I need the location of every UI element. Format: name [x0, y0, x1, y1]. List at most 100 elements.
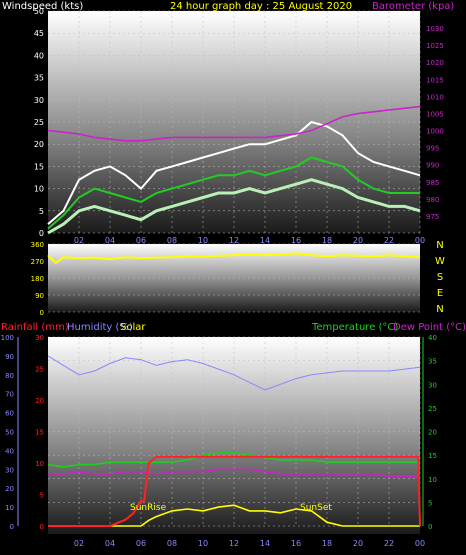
temperature-line: [47, 451, 420, 468]
barometer-tick-label: 1000: [426, 128, 444, 136]
wind-avg-line: [47, 156, 420, 230]
wind-tick-label: 30: [34, 96, 44, 105]
temperature-tick-label: 30: [428, 381, 437, 389]
climate-x-tick-label: 00: [415, 539, 425, 548]
wind-x-tick-label: 18: [322, 236, 332, 245]
temperature-tick-label: 35: [428, 358, 437, 366]
temperature-axis-title: Temperature (°C): [311, 322, 398, 333]
wind-gust-line: [47, 120, 421, 225]
wind-x-tick-label: 14: [260, 236, 270, 245]
barometer-tick-label: 1020: [426, 59, 444, 67]
wind-x-tick-label: 08: [167, 236, 177, 245]
wind-x-tick-label: 16: [291, 236, 301, 245]
rainfall-tick-label: 5: [40, 492, 44, 500]
humidity-tick-label: 30: [5, 466, 14, 474]
humidity-tick-label: 60: [5, 410, 14, 418]
dewpoint-line: [48, 468, 420, 478]
wind-tick-label: 45: [34, 29, 44, 38]
rainfall-tick-label: 0: [40, 523, 44, 531]
humidity-tick-label: 20: [5, 485, 14, 493]
compass-label: E: [437, 288, 443, 299]
rainfall-tick-label: 15: [35, 429, 44, 437]
wind-tick-label: 20: [34, 140, 44, 149]
rainfall-axis-title: Rainfall (mm): [1, 322, 69, 333]
climate-x-tick-label: 08: [167, 539, 177, 548]
temperature-tick-label: 25: [428, 405, 437, 413]
climate-x-tick-label: 10: [198, 539, 208, 548]
wind-x-tick-label: 00: [415, 236, 425, 245]
barometer-tick-label: 1005: [426, 110, 444, 118]
humidity-tick-label: 90: [5, 353, 14, 361]
rainfall-tick-label: 10: [35, 460, 44, 468]
temperature-tick-label: 10: [428, 476, 437, 484]
wind-tick-label: 40: [34, 51, 44, 60]
wind-tick-label: 15: [34, 162, 44, 171]
wind-tick-label: 10: [34, 185, 44, 194]
barometer-axis-title: Barometer (kpa): [372, 1, 454, 12]
barometer-tick-label: 995: [426, 145, 439, 153]
wind-x-tick-label: 04: [105, 236, 115, 245]
wind-x-tick-label: 12: [229, 236, 239, 245]
direction-tick-label: 0: [40, 309, 44, 317]
sunset-label: SunSet: [300, 503, 332, 513]
wind-tick-label: 25: [34, 118, 44, 127]
solar-axis-title: Solar: [120, 322, 146, 333]
barometer-tick-label: 980: [426, 196, 439, 204]
humidity-tick-label: 0: [10, 523, 14, 531]
wind-tick-label: 35: [34, 74, 44, 83]
humidity-tick-label: 50: [5, 429, 14, 437]
climate-x-tick-label: 06: [136, 539, 146, 548]
humidity-line: [47, 355, 421, 391]
climate-x-tick-label: 20: [353, 539, 363, 548]
climate-x-tick-label: 16: [291, 539, 301, 548]
wind-axis-title: Windspeed (kts): [2, 1, 83, 12]
wind-tick-label: 5: [39, 207, 44, 216]
temperature-tick-label: 40: [428, 334, 437, 342]
wind-x-tick-label: 02: [74, 236, 84, 245]
humidity-axis-title: Humidity (%): [67, 322, 133, 333]
climate-panel-background: [48, 337, 420, 534]
rainfall-line: [48, 455, 421, 527]
wind-tick-label: 0: [39, 229, 44, 238]
compass-label: S: [437, 272, 443, 283]
humidity-tick-label: 40: [5, 447, 14, 455]
barometer-line: [47, 105, 421, 142]
climate-x-tick-label: 14: [260, 539, 270, 548]
rainfall-tick-label: 30: [35, 334, 44, 342]
wind-min-line: [47, 178, 421, 235]
direction-tick-label: 90: [35, 292, 44, 300]
rainfall-tick-label: 25: [35, 366, 44, 374]
temperature-tick-label: 15: [428, 452, 437, 460]
climate-x-tick-label: 04: [105, 539, 115, 548]
dewpoint-axis-title: Dew Point (°C): [393, 322, 466, 333]
temperature-tick-label: 0: [428, 523, 432, 531]
wind-x-tick-label: 22: [384, 236, 394, 245]
humidity-tick-label: 80: [5, 372, 14, 380]
temperature-tick-label: 5: [428, 499, 432, 507]
humidity-tick-label: 70: [5, 391, 14, 399]
direction-line: [47, 252, 421, 265]
wind-x-tick-label: 10: [198, 236, 208, 245]
humidity-tick-label: 100: [1, 334, 14, 342]
wind-x-tick-label: 20: [353, 236, 363, 245]
direction-tick-label: 360: [31, 241, 44, 249]
compass-label: N: [436, 304, 443, 315]
barometer-tick-label: 1015: [426, 76, 444, 84]
climate-x-tick-label: 18: [322, 539, 332, 548]
temperature-tick-label: 20: [428, 429, 437, 437]
barometer-tick-label: 1010: [426, 93, 444, 101]
climate-x-tick-label: 02: [74, 539, 84, 548]
climate-x-tick-label: 12: [229, 539, 239, 548]
compass-label: W: [435, 256, 445, 267]
climate-x-tick-label: 22: [384, 539, 394, 548]
wind-tick-label: 50: [34, 7, 44, 16]
humidity-tick-label: 10: [5, 504, 14, 512]
compass-label: N: [436, 240, 443, 251]
direction-tick-label: 270: [31, 258, 44, 266]
barometer-tick-label: 990: [426, 162, 439, 170]
sunrise-label: SunRise: [130, 503, 167, 513]
barometer-tick-label: 1030: [426, 25, 444, 33]
direction-tick-label: 180: [31, 275, 44, 283]
wind-x-tick-label: 06: [136, 236, 146, 245]
